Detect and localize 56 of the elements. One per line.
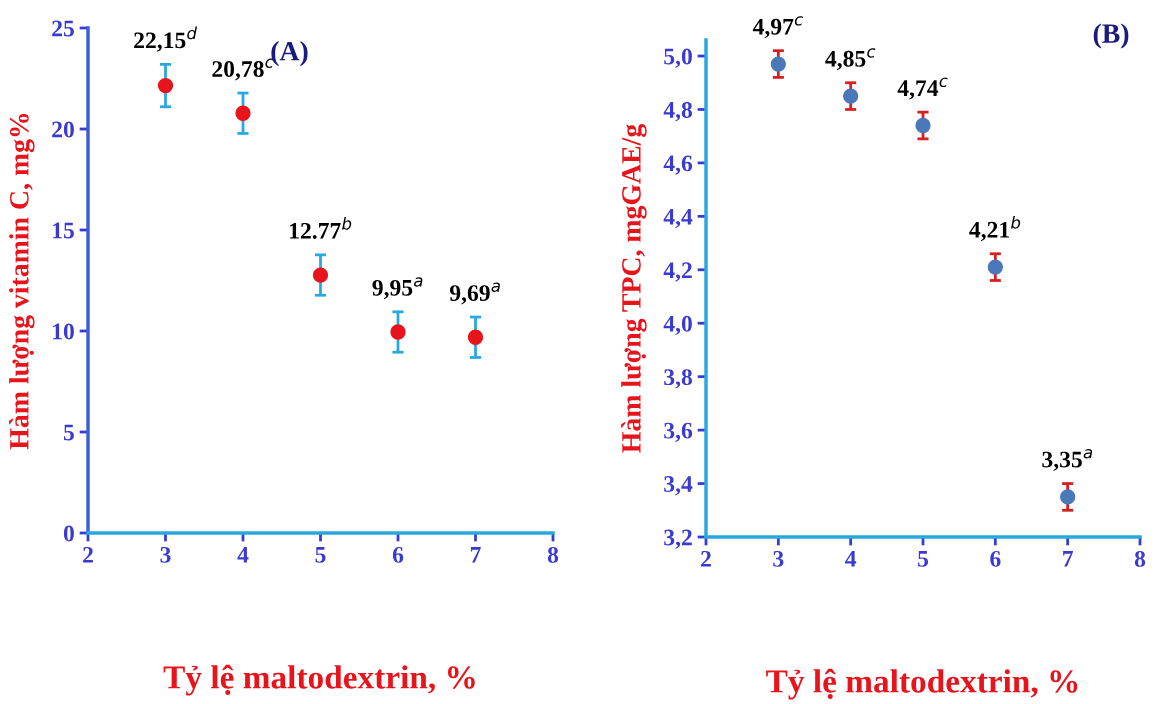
- data-label: 20,78$^{c}$: [212, 58, 274, 81]
- data-label: 4,85$^{c}$: [825, 48, 876, 71]
- point: [235, 105, 251, 121]
- x-tick-label: 6: [990, 550, 1001, 567]
- x-tick-label: 5: [918, 551, 929, 567]
- point: [1060, 489, 1076, 505]
- x-axis-title: Tỷ lệ maltodextrin, %: [163, 664, 475, 696]
- x-tick-label: 8: [1134, 550, 1146, 567]
- x-tick-label: 6: [392, 546, 404, 563]
- data-label: 9,69$^{a}$: [449, 282, 500, 305]
- point: [312, 267, 329, 283]
- y-tick-label: 4,2: [663, 262, 692, 282]
- y-tick-label: 25: [52, 20, 74, 37]
- x-axis-title: Tỷ lệ maltodextrin, %: [766, 668, 1078, 700]
- point: [843, 88, 859, 104]
- point: [467, 329, 484, 345]
- x-tick-label: 5: [315, 547, 326, 563]
- point: [390, 324, 406, 340]
- x-tick-label: 3: [160, 546, 171, 563]
- y-tick-label: 5: [63, 424, 74, 441]
- data-label: 3,35$^{a}$: [1042, 449, 1093, 471]
- x-tick-label: 2: [701, 550, 711, 567]
- data-label: 9,95$^{a}$: [372, 277, 423, 300]
- y-tick-label: 15: [53, 222, 74, 239]
- y-tick-label: 4,6: [663, 155, 693, 175]
- data-label: 4,97$^{c}$: [752, 16, 803, 39]
- y-axis-title: Hàm lượng vitamin C, mg%: [9, 113, 35, 450]
- data-label: 4,74$^{c}$: [897, 77, 948, 100]
- x-tick-label: 7: [470, 547, 481, 563]
- data-label: 22,15$^{d}$: [134, 26, 198, 52]
- y-tick-label: 4,8: [663, 101, 693, 122]
- x-tick-label: 7: [1063, 551, 1073, 567]
- y-tick-label: 20: [52, 121, 74, 138]
- x-tick-label: 4: [237, 547, 249, 563]
- x-tick-label: 3: [773, 550, 784, 567]
- data-label: 12.77$^{b}$: [290, 216, 352, 239]
- y-tick-label: 4,4: [663, 209, 693, 229]
- x-tick-label: 2: [83, 546, 93, 563]
- y-tick-label: 3,4: [664, 476, 693, 496]
- annotation: (B): [1093, 23, 1129, 49]
- point: [770, 56, 786, 72]
- point: [157, 77, 174, 94]
- annotation: (A): [271, 41, 308, 67]
- y-tick-label: 4,0: [663, 315, 692, 336]
- y-tick-label: 3,2: [664, 529, 692, 549]
- point: [987, 259, 1003, 275]
- y-axis-title: Hàm lượng TPC, mgGAE/g: [621, 124, 647, 453]
- point: [915, 117, 931, 134]
- data-label: 4,21$^{b}$: [969, 215, 1021, 242]
- x-tick-label: 4: [845, 551, 857, 567]
- y-tick-label: 3,6: [664, 422, 693, 442]
- y-tick-label: 10: [53, 323, 74, 340]
- x-tick-label: 8: [547, 546, 559, 563]
- y-tick-label: 3,8: [664, 369, 693, 389]
- y-tick-label: 5,0: [664, 48, 692, 68]
- y-tick-label: 0: [63, 525, 74, 542]
